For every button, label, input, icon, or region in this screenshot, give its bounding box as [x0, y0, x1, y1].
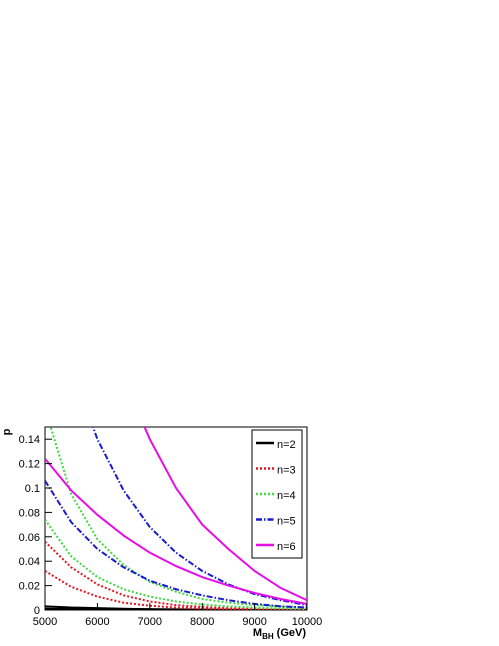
- y-tick-label: 0.06: [19, 532, 40, 544]
- x-tick-label: 5000: [33, 616, 57, 628]
- x-label-sub: BH: [262, 632, 274, 641]
- curve-lower: [45, 458, 307, 605]
- y-tick-label: 0.08: [19, 507, 40, 519]
- plot-area: [45, 427, 307, 610]
- y-axis-label: p: [1, 428, 13, 435]
- legend-label: n=3: [277, 465, 296, 477]
- curve-lower: [45, 607, 307, 610]
- legend-label: n=6: [277, 541, 296, 553]
- curve-upper: [143, 427, 307, 602]
- x-tick-label: 6000: [85, 616, 109, 628]
- x-tick-label: 10000: [292, 616, 323, 628]
- y-tick-label: 0.12: [19, 459, 40, 471]
- legend-label: n=5: [277, 516, 296, 528]
- curve-lower: [45, 519, 307, 610]
- y-tick-label: 0: [34, 605, 40, 617]
- legend-label: n=2: [277, 439, 296, 451]
- y-tick-label: 0.04: [19, 556, 40, 568]
- curve-lower: [45, 480, 307, 609]
- curve-lower: [45, 570, 307, 610]
- x-label-unit: (GeV): [277, 627, 307, 639]
- x-tick-label: 7000: [138, 616, 162, 628]
- y-tick-label: 0.02: [19, 581, 40, 593]
- x-tick-label: 8000: [190, 616, 214, 628]
- x-axis-label: MBH (GeV): [253, 627, 306, 641]
- curve-upper: [49, 427, 307, 609]
- curve-upper: [91, 427, 307, 607]
- legend-label: n=4: [277, 490, 296, 502]
- y-tick-label: 0.1: [25, 483, 40, 495]
- x-label-main: M: [253, 627, 262, 639]
- x-tick-label: 9000: [242, 616, 266, 628]
- y-tick-label: 0.14: [19, 434, 40, 446]
